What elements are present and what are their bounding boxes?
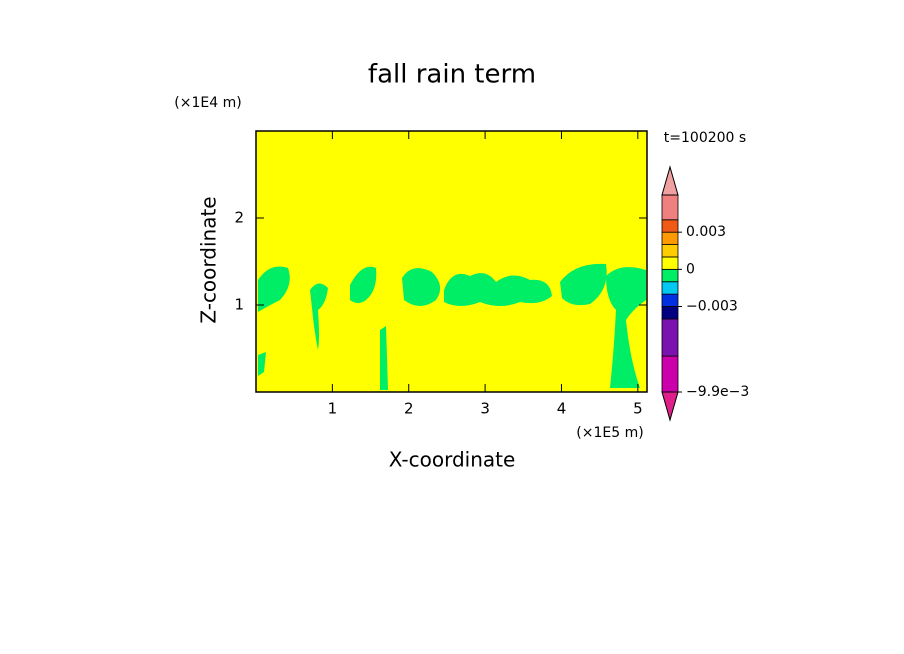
colorbar-box bbox=[661, 268, 679, 283]
region bbox=[402, 268, 441, 306]
x-unit: (×1E5 m) bbox=[576, 425, 643, 441]
x-tick-label: 4 bbox=[557, 400, 567, 418]
colorbar-box bbox=[661, 231, 679, 245]
x-axis-label: X-coordinate bbox=[389, 448, 516, 472]
colorbar-box bbox=[661, 306, 679, 320]
field-background bbox=[256, 131, 647, 392]
x-tick-label: 5 bbox=[633, 400, 643, 418]
colorbar-label: −9.9e−3 bbox=[686, 384, 749, 400]
colorbar-box bbox=[661, 281, 679, 295]
colorbar-under bbox=[661, 391, 679, 422]
colorbar-label: 0 bbox=[686, 261, 695, 277]
region bbox=[258, 266, 290, 312]
x-tick-label: 1 bbox=[328, 400, 338, 418]
region bbox=[310, 283, 328, 350]
colorbar-box bbox=[661, 244, 679, 258]
colorbar-box bbox=[661, 318, 679, 357]
y-axis-label: Z-coordinate bbox=[197, 196, 221, 323]
colorbar-box bbox=[661, 293, 679, 307]
y-tick-label: 2 bbox=[234, 209, 244, 227]
x-tick-label: 2 bbox=[404, 400, 414, 418]
colorbar-over bbox=[661, 165, 679, 196]
x-tick-label: 3 bbox=[480, 400, 490, 418]
region bbox=[258, 352, 266, 376]
colorbar-box bbox=[661, 355, 679, 393]
region bbox=[560, 263, 607, 306]
colorbar-box bbox=[661, 194, 679, 221]
colorbar-box bbox=[661, 256, 679, 270]
region bbox=[444, 273, 552, 306]
colorbar-label: 0.003 bbox=[686, 224, 726, 240]
chart-title: fall rain term bbox=[368, 60, 536, 90]
colorbar-box bbox=[661, 219, 679, 233]
region bbox=[606, 267, 646, 388]
colorbar-label: −0.003 bbox=[686, 299, 738, 315]
y-tick-label: 1 bbox=[234, 296, 244, 314]
time-label: t=100200 s bbox=[664, 130, 746, 146]
region bbox=[350, 266, 377, 303]
y-unit: (×1E4 m) bbox=[174, 95, 241, 111]
green-regions bbox=[258, 263, 646, 390]
plot-frame bbox=[255, 130, 648, 393]
region bbox=[380, 326, 388, 390]
